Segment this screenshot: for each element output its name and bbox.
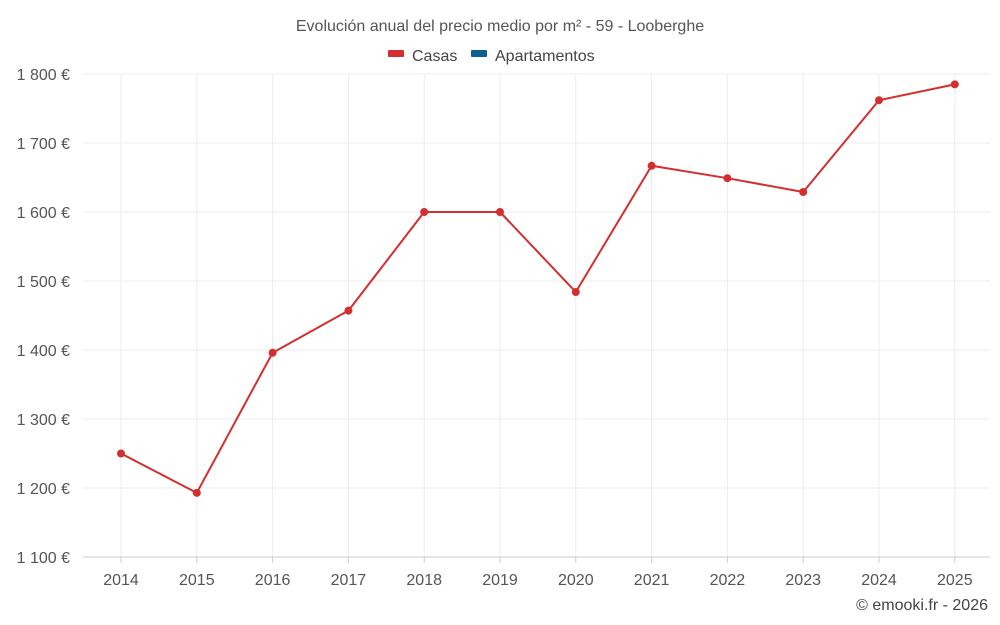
data-point-casas-2018[interactable] <box>420 208 429 216</box>
data-point-casas-2022[interactable] <box>723 174 732 183</box>
y-tick-label-1700: 1 700 € <box>17 136 70 153</box>
x-tick-label-2021: 2021 <box>634 572 670 589</box>
y-tick-label-1600: 1 600 € <box>17 205 70 222</box>
y-tick-label-1800: 1 800 € <box>17 67 70 84</box>
x-tick-label-2024: 2024 <box>861 572 897 589</box>
x-tick-label-2020: 2020 <box>558 572 594 589</box>
y-tick-label-1300: 1 300 € <box>17 412 70 429</box>
legend-swatch-apartamentos[interactable] <box>471 50 487 57</box>
x-gridlines <box>120 74 956 563</box>
data-point-casas-2016[interactable] <box>268 348 277 357</box>
x-tick-label-2016: 2016 <box>255 572 291 589</box>
legend-label-casas[interactable]: Casas <box>412 48 457 65</box>
data-point-casas-2021[interactable] <box>647 161 656 170</box>
x-tick-label-2015: 2015 <box>179 572 215 589</box>
series-line-casas <box>120 83 956 494</box>
legend-label-apartamentos[interactable]: Apartamentos <box>495 48 595 65</box>
data-point-casas-2014[interactable] <box>117 449 125 458</box>
data-point-casas-2025[interactable] <box>950 80 959 89</box>
data-point-casas-2023[interactable] <box>799 187 808 196</box>
data-point-casas-2019[interactable] <box>496 208 504 216</box>
y-tick-label-1200: 1 200 € <box>17 481 70 498</box>
y-gridlines <box>83 73 990 558</box>
x-axis-tick-labels: 2014 2015 2016 2017 2018 2019 2020 2021 2022 2023… <box>103 572 972 589</box>
data-point-casas-2024[interactable] <box>875 96 883 105</box>
copyright-credit: © emooki.fr - 2026 <box>856 597 988 614</box>
chart-title: Evolución anual del precio medio por m² … <box>296 18 704 35</box>
data-point-casas-2020[interactable] <box>571 288 580 297</box>
x-tick-label-2025: 2025 <box>937 572 973 589</box>
x-tick-label-2018: 2018 <box>406 572 442 589</box>
x-tick-label-2023: 2023 <box>785 572 821 589</box>
legend-swatch-casas[interactable] <box>388 50 404 57</box>
data-point-casas-2017[interactable] <box>344 306 353 315</box>
y-tick-label-1400: 1 400 € <box>17 343 70 360</box>
x-tick-label-2017: 2017 <box>331 572 367 589</box>
x-tick-label-2019: 2019 <box>482 572 518 589</box>
legend: Casas Apartamentos <box>388 48 595 65</box>
y-axis-tick-labels: 1 100 € 1 200 € 1 300 € 1 400 € 1 500 € 1 600… <box>17 67 70 567</box>
x-tick-label-2014: 2014 <box>103 572 139 589</box>
x-tick-label-2022: 2022 <box>710 572 746 589</box>
y-tick-label-1500: 1 500 € <box>17 274 70 291</box>
y-tick-label-1100: 1 100 € <box>17 550 70 567</box>
series-layer <box>117 80 959 497</box>
data-point-casas-2015[interactable] <box>192 488 201 497</box>
